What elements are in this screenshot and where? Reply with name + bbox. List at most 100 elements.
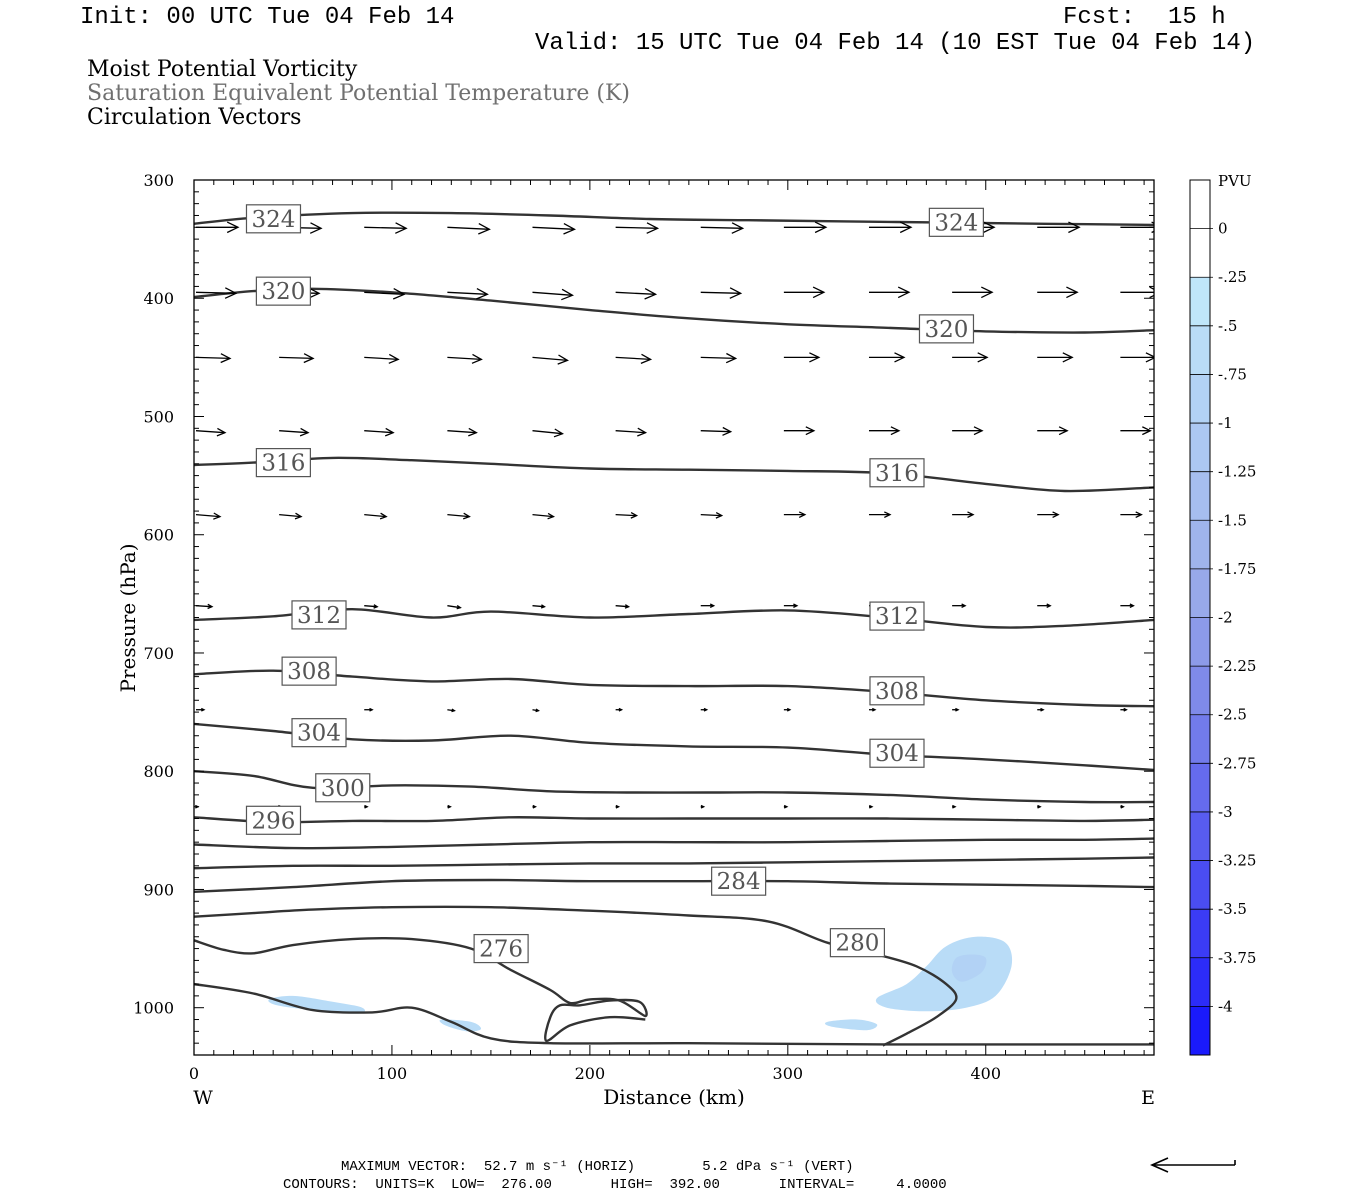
vector-arrow	[279, 353, 315, 364]
colorbar-swatch	[1190, 277, 1210, 326]
vector-arrow	[447, 223, 491, 235]
colorbar-label: -3	[1218, 803, 1233, 821]
pv-region-0	[875, 936, 1013, 1012]
x-tick-label: 200	[575, 1064, 606, 1083]
y-tick-label: 600	[143, 526, 174, 545]
contour-label-308: 308	[281, 656, 337, 686]
vector-arrow	[1037, 221, 1081, 234]
vector-arrow	[364, 427, 395, 437]
y-tick-label: 300	[143, 171, 174, 190]
vector-arrow	[868, 221, 913, 234]
x-tick-label: 400	[970, 1064, 1001, 1083]
colorbar-label: -1.25	[1218, 463, 1256, 481]
svg-text:316: 316	[261, 451, 305, 477]
contour-label-276: 276	[473, 933, 529, 964]
y-tick-label: 700	[143, 644, 174, 663]
svg-text:304: 304	[297, 721, 341, 747]
vector-arrow	[700, 512, 724, 519]
reference-vector-icon	[1150, 1157, 1236, 1173]
x-tick-label: 300	[773, 1064, 804, 1083]
vector-arrow	[1037, 352, 1074, 363]
colorbar-swatch	[1190, 957, 1210, 1007]
svg-text:284: 284	[717, 869, 761, 895]
theta-contour-280	[194, 905, 958, 1047]
colorbar-label: -1	[1218, 414, 1233, 432]
vector-arrow	[783, 804, 789, 809]
max-vector-note: MAXIMUM VECTOR: 52.7 m s⁻¹ (HORIZ) 5.2 d…	[341, 1159, 854, 1175]
contour-label-304: 304	[869, 738, 925, 768]
vector-arrow	[783, 426, 816, 436]
vector-arrow	[1120, 707, 1128, 712]
svg-text:316: 316	[875, 461, 919, 487]
vector-arrow	[195, 353, 232, 364]
field-titles: Moist Potential Vorticity Saturation Equ…	[87, 58, 630, 130]
vector-arrow	[447, 288, 489, 300]
vector-arrow	[532, 512, 556, 520]
colorbar-swatch	[1190, 471, 1210, 521]
svg-text:320: 320	[925, 317, 969, 343]
colorbar-label: -2.25	[1218, 657, 1256, 675]
theta-contour-308	[194, 669, 1154, 708]
vector-arrow	[364, 604, 379, 609]
forecast-label: Fcst:	[1063, 4, 1136, 31]
colorbar-label: -.5	[1218, 317, 1237, 335]
vector-arrow	[868, 286, 911, 299]
contour-label-320: 320	[255, 276, 311, 306]
vector-arrow	[1037, 707, 1045, 712]
colorbar-label: -2.5	[1218, 706, 1247, 724]
vector-arrow	[364, 353, 400, 364]
vector-arrow	[615, 353, 653, 365]
vector-arrow	[700, 603, 716, 608]
colorbar-swatch	[1190, 860, 1210, 910]
svg-text:312: 312	[297, 603, 341, 629]
vector-arrow	[615, 707, 624, 712]
vector-arrow	[532, 288, 574, 301]
colorbar-swatch	[1190, 180, 1210, 229]
theta-contour-276	[194, 936, 648, 1043]
x-end-east: E	[1141, 1087, 1155, 1109]
vector-arrow	[532, 604, 546, 609]
vector-arrow	[700, 426, 733, 436]
colorbar-swatch	[1190, 617, 1210, 667]
vector-arrow	[364, 222, 408, 234]
svg-text:312: 312	[875, 604, 919, 630]
vector-arrow	[952, 511, 975, 518]
vector-arrow	[783, 221, 828, 234]
x-end-west: W	[193, 1087, 213, 1109]
colorbar-swatch	[1190, 666, 1210, 715]
colorbar-swatch	[1190, 325, 1210, 375]
axes-layer: 0 100 200 300 400 300 400 500 600 700 800 900 1000	[133, 171, 1155, 1083]
vector-arrow	[195, 512, 222, 520]
svg-text:304: 304	[875, 741, 919, 767]
colorbar-label: -1.75	[1218, 560, 1256, 578]
vector-arrow	[868, 707, 877, 712]
vector-arrow	[700, 707, 709, 712]
x-tick-label: 100	[377, 1064, 408, 1083]
contour-label-316: 316	[255, 448, 311, 478]
colorbar-label: 0	[1218, 220, 1228, 238]
vector-arrow	[615, 604, 631, 609]
svg-text:300: 300	[321, 776, 365, 802]
vector-arrow	[1037, 804, 1042, 809]
colorbar-label: -3.25	[1218, 852, 1256, 870]
colorbar-label: -1.5	[1218, 511, 1247, 529]
contour-label-324: 324	[928, 207, 984, 237]
title-theta-es: Saturation Equivalent Potential Temperat…	[87, 81, 630, 106]
y-tick-label: 500	[143, 407, 174, 426]
vector-arrow	[364, 804, 369, 809]
contour-label-312: 312	[291, 600, 347, 630]
y-tick-label: 800	[143, 762, 174, 781]
colorbar-label: -3.75	[1218, 949, 1256, 967]
vector-arrow	[615, 512, 639, 519]
y-tick-label: 1000	[133, 999, 174, 1018]
valid-time: Valid: 15 UTC Tue 04 Feb 14 (10 EST Tue …	[535, 30, 1256, 57]
contour-label-296: 296	[245, 805, 302, 835]
theta-contour-284	[194, 878, 1154, 893]
colorbar-swatch	[1190, 374, 1210, 424]
colorbar-swatch	[1190, 568, 1210, 618]
theta-contour-316	[194, 456, 1154, 493]
contour-label-300: 300	[315, 773, 371, 803]
svg-text:296: 296	[252, 808, 296, 834]
theta-contour-304	[194, 722, 1154, 772]
